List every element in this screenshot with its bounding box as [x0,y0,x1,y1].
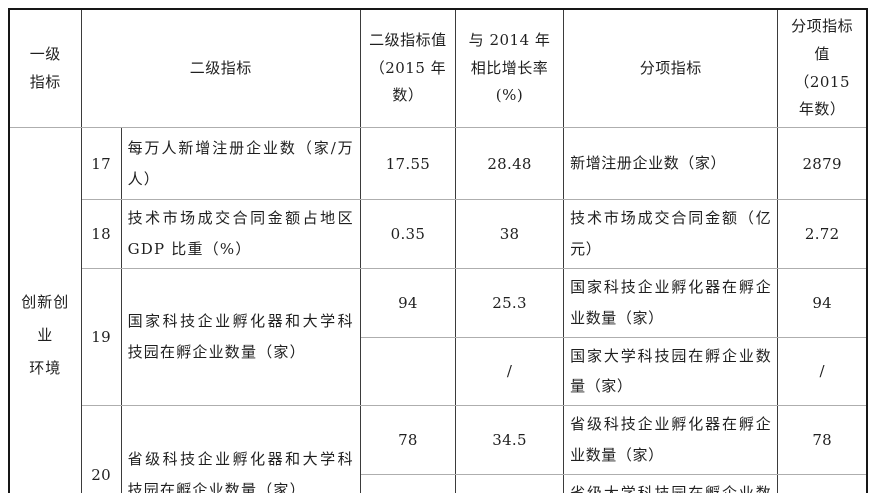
row17-indicator: 每万人新增注册企业数（家/万人） [120,127,361,200]
header-sub-indicator: 分项指标 [563,8,779,128]
table-row-20-sub2: / / 省级大学科技园在孵企业数量（家） / [9,473,868,493]
row19-sub1-value: 94 [777,267,868,338]
row19-indicator: 国家科技企业孵化器和大学科技园在孵企业数量（家） [120,267,361,406]
row18-indicator: 技术市场成交合同金额占地区 GDP 比重（%） [120,199,361,269]
row20-sub2-indicator: 省级大学科技园在孵企业数量（家） [563,473,779,493]
row20-sub2-value: / [777,473,868,493]
row19-growth: 25.3 [454,267,565,338]
row20-growth: 34.5 [454,405,565,475]
row19-growth-slash: / [454,336,565,406]
row20-sub1-indicator: 省级科技企业孵化器在孵企业数量（家） [563,405,779,475]
category-cell: 创新创业 环境 [8,127,82,493]
row20-indicator: 省级科技企业孵化器和大学科技园在孵企业数量（家） [120,405,361,493]
row17-sub-indicator: 新增注册企业数（家） [563,127,779,200]
row19-sub1-indicator: 国家科技企业孵化器在孵企业数量（家） [563,267,779,338]
table-row-19-sub1: 19 国家科技企业孵化器和大学科技园在孵企业数量（家） 94 25.3 国家科技… [9,267,868,406]
header-level2-indicator: 二级指标 [80,8,361,128]
indicator-table: 一级 指标 二级指标 二级指标值 （2015 年数） 与 2014 年 相比增长… [8,8,868,493]
table-row-17: 创新创业 环境 17 每万人新增注册企业数（家/万人） 17.55 28.48 … [8,127,868,493]
row19-value-2015: 94 [359,267,456,338]
row20-value-2015-slash: / [359,473,456,493]
row17-no: 17 [80,127,122,200]
row19-sub2-value: / [777,336,868,406]
row20-sub1-value: 78 [777,405,868,475]
row18-growth: 38 [454,199,565,269]
row20-growth-slash: / [454,473,565,493]
row18-sub-indicator: 技术市场成交合同金额（亿元） [563,199,779,269]
table-row-20-sub1: 20 省级科技企业孵化器和大学科技园在孵企业数量（家） 78 34.5 省级科技… [9,405,868,493]
header-row: 一级 指标 二级指标 二级指标值 （2015 年数） 与 2014 年 相比增长… [8,8,868,128]
row19-value-2015-empty [359,336,456,406]
row18-no: 18 [80,199,122,269]
table-row-18: 18 技术市场成交合同金额占地区 GDP 比重（%） 0.35 38 技术市场成… [9,199,868,269]
header-level1-indicator: 一级 指标 [8,8,82,128]
row20-value-2015: 78 [359,405,456,475]
header-sub-value: 分项指标值 （2015 年数） [777,8,868,128]
row18-value-2015: 0.35 [359,199,456,269]
row17-sub-value: 2879 [777,127,868,200]
row18-sub-value: 2.72 [777,199,868,269]
row17-value-2015: 17.55 [359,127,456,200]
row20-no: 20 [80,405,122,493]
row17-growth: 28.48 [454,127,565,200]
row19-no: 19 [80,267,122,406]
row19-sub2-indicator: 国家大学科技园在孵企业数量（家） [563,336,779,406]
header-growth-rate: 与 2014 年 相比增长率(%) [454,8,565,128]
header-level2-value: 二级指标值 （2015 年数） [359,8,456,128]
